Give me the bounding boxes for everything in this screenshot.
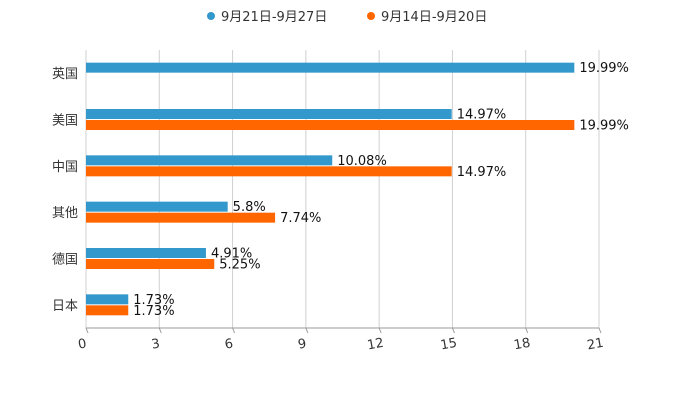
- x-tick-label: 0: [77, 336, 88, 352]
- bars: 19.99% 14.97% 19.99% 10.08% 14.97% 5.8% 7.74% 4…: [86, 61, 629, 319]
- data-label: 1.73%: [133, 293, 174, 308]
- bar: [86, 109, 452, 119]
- x-tick-label: 9: [297, 336, 308, 352]
- x-tick: [451, 327, 455, 334]
- bar: [86, 248, 206, 258]
- x-tick-label: 6: [224, 336, 235, 352]
- data-label: 14.97%: [457, 108, 507, 123]
- grid: [85, 50, 600, 328]
- bar: [86, 166, 452, 177]
- legend-label: 9月14日-9月20日: [381, 10, 488, 25]
- bar: [86, 201, 228, 212]
- bar: [86, 212, 276, 223]
- x-tick-label: 15: [439, 336, 458, 354]
- bar: [86, 259, 215, 269]
- x-tick: [85, 327, 89, 334]
- legend-dot-icon: [367, 11, 375, 20]
- data-label: 1.73%: [133, 304, 174, 319]
- x-tick: [525, 327, 529, 334]
- data-label: 5.25%: [219, 258, 260, 273]
- legend: 9月21日-9月27日 9月14日-9月20日: [0, 6, 700, 25]
- x-tick-label: 18: [513, 336, 532, 354]
- data-label: 19.99%: [579, 61, 629, 76]
- bar: [86, 62, 575, 73]
- legend-dot-icon: [207, 11, 215, 20]
- x-tick-label: 21: [586, 336, 605, 354]
- data-label: 5.8%: [233, 200, 266, 215]
- bar: [86, 120, 575, 130]
- x-tick: [232, 327, 236, 334]
- data-label: 14.97%: [457, 165, 507, 180]
- bar: [86, 155, 333, 166]
- x-tick: [305, 327, 309, 334]
- bar: [86, 305, 129, 316]
- legend-item-series-1[interactable]: 9月21日-9月27日: [207, 6, 327, 25]
- x-tick-label: 3: [150, 336, 161, 352]
- data-label: 7.74%: [280, 211, 321, 226]
- x-tick-label: 12: [366, 336, 385, 354]
- legend-label: 9月21日-9月27日: [221, 10, 328, 25]
- legend-item-series-2[interactable]: 9月14日-9月20日: [367, 6, 487, 25]
- data-label: 19.99%: [579, 119, 629, 134]
- x-tick: [158, 327, 162, 334]
- data-label: 4.91%: [211, 247, 252, 262]
- category-label: 日本: [52, 299, 78, 314]
- x-tick: [598, 327, 602, 334]
- bar: [86, 294, 129, 305]
- category-label: 英国: [52, 67, 78, 82]
- category-label: 中国: [52, 160, 78, 175]
- x-tick: [378, 327, 382, 334]
- category-label: 美国: [52, 114, 78, 129]
- category-label: 其他: [52, 206, 78, 221]
- category-label: 德国: [52, 253, 78, 268]
- data-label: 10.08%: [337, 154, 387, 169]
